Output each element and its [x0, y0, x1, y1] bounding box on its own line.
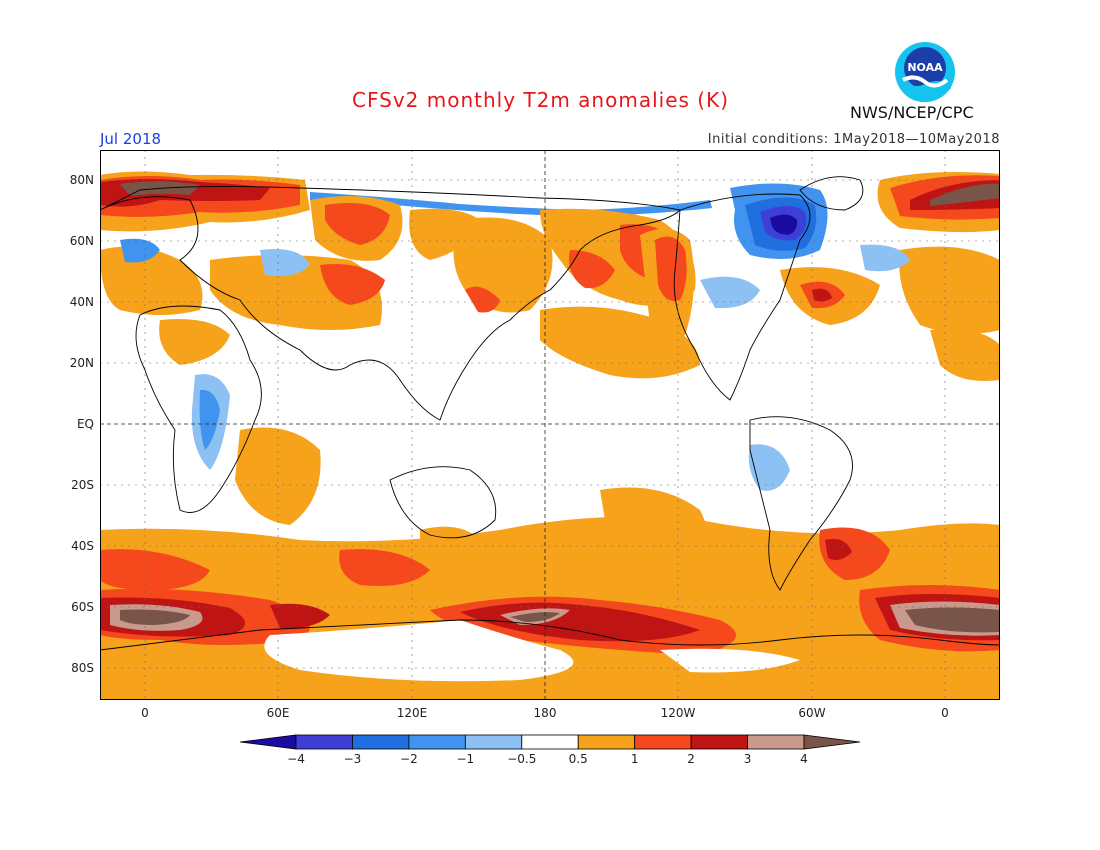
colorbar-right-arrow [803, 734, 861, 750]
antarctica-outline [100, 619, 1000, 651]
colorbar-segment [521, 734, 579, 750]
colorbar-segment [634, 734, 692, 750]
colorbar-segment [464, 734, 523, 750]
lon-label-0-right: 0 [941, 706, 949, 720]
colorbar-left-arrow [239, 734, 297, 750]
lon-label-60e: 60E [266, 706, 290, 720]
colorbar-segment [747, 734, 805, 750]
map-frame [100, 150, 1000, 700]
lon-label-120e: 120E [396, 706, 428, 720]
lon-label-0: 0 [141, 706, 149, 720]
colorbar-tick-label: 0.5 [569, 752, 588, 766]
lat-label-80n: 80N [69, 173, 94, 187]
antarctic-region [264, 620, 800, 682]
colorbar-tick-label: −2 [400, 752, 418, 766]
lat-label-80s: 80S [71, 661, 94, 675]
equator-dateline [100, 150, 1000, 700]
lon-label-120w: 120W [660, 706, 696, 720]
lat-label-eq: EQ [76, 417, 94, 431]
greenland-outline [799, 176, 864, 211]
colorbar-tick-label: 1 [631, 752, 639, 766]
colorbar-segment [295, 734, 353, 750]
eurasia-outline [100, 185, 681, 421]
australia-outline [389, 466, 497, 539]
africa-outline [135, 305, 262, 513]
colorbar-tick-label: −4 [287, 752, 305, 766]
lon-label-60w: 60W [798, 706, 826, 720]
colorbar-tick-label: −0.5 [507, 752, 536, 766]
colorbar-segment [577, 734, 636, 750]
anomaly-map [100, 150, 1000, 700]
lat-label-60n: 60N [69, 234, 94, 248]
arctic-warm-region [100, 171, 1000, 233]
agency-label: NWS/NCEP/CPC [850, 103, 974, 122]
arctic-cold-strip [310, 183, 828, 259]
lat-label-40s: 40S [71, 539, 94, 553]
lat-label-40n: 40N [69, 295, 94, 309]
colorbar-segment [690, 734, 748, 750]
colorbar-tick-label: −1 [456, 752, 474, 766]
lon-label-180: 180 [533, 706, 557, 720]
forecast-period: Jul 2018 [100, 130, 162, 148]
colorbar-tick-label: 3 [744, 752, 752, 766]
noaa-logo-icon: NOAA [895, 42, 955, 102]
colorbar-segment [352, 734, 410, 750]
colorbar-tick-label: 4 [800, 752, 808, 766]
gridlines [100, 150, 1000, 700]
initial-conditions: Initial conditions: 1May2018—10May2018 [707, 132, 1000, 147]
continent-outlines [100, 176, 1000, 651]
lat-label-20s: 20S [71, 478, 94, 492]
nh-warm-region [100, 196, 1000, 381]
map-title: CFSv2 monthly T2m anomalies (K) [352, 88, 729, 112]
lat-label-20n: 20N [69, 356, 94, 370]
south-america-outline [749, 416, 853, 591]
lat-label-60s: 60S [71, 600, 94, 614]
north-america-outline [673, 193, 811, 401]
colorbar-segment [408, 734, 466, 750]
colorbar-tick-label: −3 [344, 752, 362, 766]
noaa-logo-text: NOAA [907, 61, 943, 74]
colorbar-tick-label: 2 [687, 752, 695, 766]
